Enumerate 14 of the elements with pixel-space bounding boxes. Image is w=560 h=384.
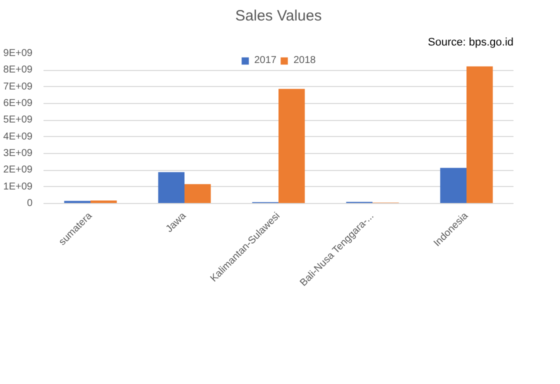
legend-label: 2018 [294,55,316,66]
y-tick-label: 0 [26,198,33,209]
y-tick-label: 7E+09 [3,81,33,92]
legend-label: 2017 [254,55,276,66]
y-tick-label: 2E+09 [3,164,33,176]
y-tick-label: 4E+09 [3,131,33,142]
y-tick-label: 1E+09 [3,181,33,192]
y-tick-label: 8E+09 [3,64,33,76]
y-tick-label: 3E+09 [3,148,33,159]
source-note: Source: bps.go.id [428,36,514,48]
y-tick-label: 9E+09 [3,48,33,59]
y-tick-label: 6E+09 [3,98,33,109]
y-tick-label: 5E+09 [3,114,33,126]
chart-title: Sales Values [235,8,322,24]
